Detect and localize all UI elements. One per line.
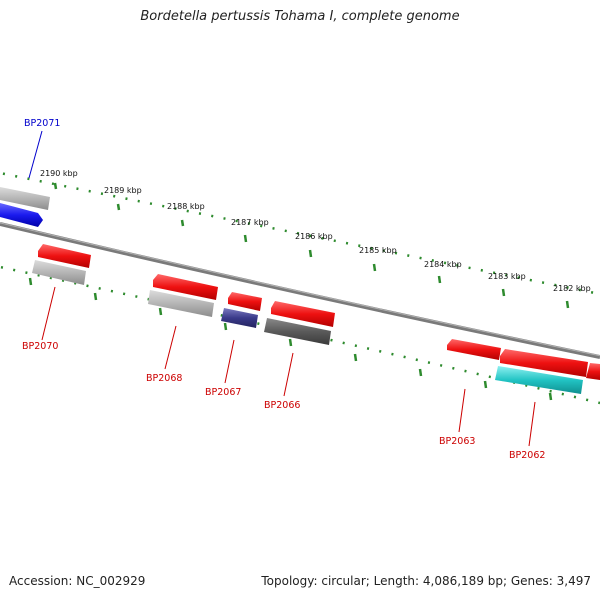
- genome-backbone: [0, 222, 600, 359]
- gene-bp2067-red[interactable]: [228, 292, 262, 311]
- gene-label-bp2071[interactable]: BP2071: [24, 118, 60, 129]
- gene-label-bp2062[interactable]: BP2062: [509, 450, 545, 461]
- scale-label-2184: 2184 kbp: [424, 260, 462, 269]
- gene-bp2061-red[interactable]: [586, 363, 600, 380]
- scale-label-2187: 2187 kbp: [231, 218, 269, 227]
- gene-bp2070[interactable]: [32, 260, 86, 285]
- gene-bp2070-red[interactable]: [38, 244, 91, 268]
- gene-label-bp2066[interactable]: BP2066: [264, 400, 300, 411]
- scale-label-2190: 2190 kbp: [40, 169, 78, 178]
- gene-bp2062[interactable]: [495, 366, 583, 394]
- gene-label-bp2063[interactable]: BP2063: [439, 436, 475, 447]
- scale-label-2188: 2188 kbp: [167, 202, 205, 211]
- scale-label-2183: 2183 kbp: [488, 272, 526, 281]
- leader-lines: [28, 130, 536, 447]
- gene-label-bp2068[interactable]: BP2068: [146, 373, 182, 384]
- gene-bp2068-red[interactable]: [153, 274, 218, 300]
- accession-text: Accession: NC_002929: [9, 574, 146, 588]
- gene-bp2066[interactable]: [264, 318, 331, 345]
- scale-label-2186: 2186 kbp: [295, 232, 333, 241]
- gene-bp2067[interactable]: [221, 308, 258, 328]
- genome-summary-text: Topology: circular; Length: 4,086,189 bp…: [261, 574, 591, 588]
- gene-label-bp2067[interactable]: BP2067: [205, 387, 241, 398]
- inner-major-ticks: [28, 277, 553, 401]
- scale-label-2185: 2185 kbp: [359, 246, 397, 255]
- map-title: Bordetella pertussis Tohama I, complete …: [140, 9, 460, 24]
- scale-label-2189: 2189 kbp: [104, 186, 142, 195]
- gene-bp2071[interactable]: [0, 203, 43, 227]
- gene-bp2063[interactable]: [447, 339, 501, 360]
- gene-label-bp2070[interactable]: BP2070: [22, 341, 58, 352]
- genome-backbone-highlight: [0, 222, 600, 357]
- gene-bp2068[interactable]: [148, 290, 214, 317]
- scale-label-2182: 2182 kbp: [553, 284, 591, 293]
- gene-bp2062-red[interactable]: [500, 349, 588, 377]
- gene-bp2066-red[interactable]: [271, 301, 335, 327]
- gene-bp2071-grey[interactable]: [0, 187, 50, 210]
- outer-major-ticks: [53, 182, 570, 309]
